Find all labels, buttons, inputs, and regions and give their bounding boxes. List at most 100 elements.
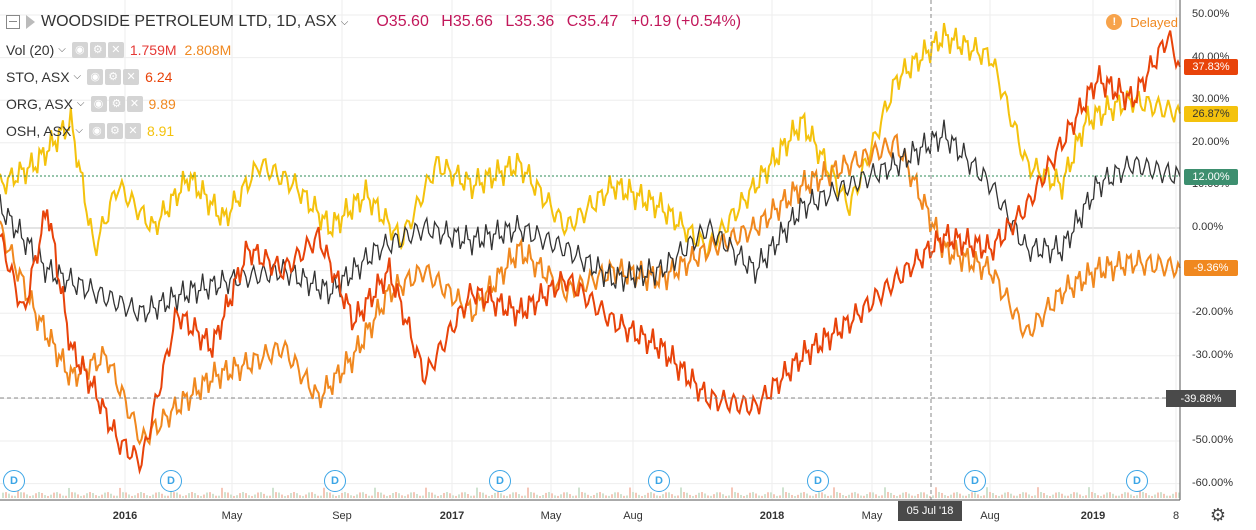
dividend-marker-icon[interactable]: D (807, 470, 829, 492)
legend-row-sto[interactable]: STO, ASX ⌵ ◉ ⚙ ✕ 6.24 (6, 63, 749, 90)
legend-value: 8.91 (146, 122, 175, 139)
volume-bar (1061, 493, 1063, 498)
gear-icon[interactable]: ⚙ (108, 95, 125, 112)
volume-bar (32, 495, 34, 498)
dividend-marker-icon[interactable]: D (160, 470, 182, 492)
volume-bar (602, 493, 604, 498)
legend-label[interactable]: STO, ASX (6, 68, 70, 85)
dividend-marker-icon[interactable]: D (3, 470, 25, 492)
volume-bar (233, 495, 235, 498)
volume-bar (296, 493, 298, 498)
volume-bar (917, 494, 919, 498)
close-icon[interactable]: ✕ (123, 68, 140, 85)
collapse-icon[interactable] (6, 15, 20, 29)
volume-bar (20, 492, 22, 498)
y-tick-label: 20.00% (1192, 135, 1230, 148)
volume-bar (962, 495, 964, 498)
volume-bar (1115, 495, 1117, 498)
volume-bar (593, 494, 595, 498)
volume-bar (152, 494, 154, 498)
volume-bar (1055, 492, 1057, 498)
volume-bar (692, 496, 694, 498)
dividend-marker-icon[interactable]: D (489, 470, 511, 492)
gear-icon[interactable]: ⚙ (105, 68, 122, 85)
volume-bar (23, 492, 25, 498)
volume-bar (86, 493, 88, 498)
volume-bar (134, 495, 136, 498)
dividend-marker-icon[interactable]: D (964, 470, 986, 492)
volume-bar (1121, 493, 1123, 498)
volume-bar (656, 495, 658, 498)
gear-icon[interactable]: ⚙ (89, 41, 106, 58)
legend-value: 2.808M (184, 41, 232, 58)
volume-bar (587, 494, 589, 498)
chart-series (0, 22, 1181, 475)
legend-label[interactable]: ORG, ASX (6, 95, 73, 112)
volume-bar (668, 492, 670, 498)
volume-bar (758, 495, 760, 498)
gear-icon[interactable]: ⚙ (106, 122, 123, 139)
volume-bar (224, 492, 226, 498)
volume-bar (857, 493, 859, 498)
volume-bar (1022, 492, 1024, 498)
volume-bar (947, 495, 949, 498)
y-tick-label: -60.00% (1192, 476, 1233, 489)
legend-value: 9.89 (148, 95, 176, 112)
volume-bar (113, 495, 115, 498)
volume-bar (926, 494, 928, 498)
chevron-down-icon[interactable]: ⌵ (76, 98, 85, 109)
volume-bar (740, 494, 742, 498)
close-icon[interactable]: ✕ (126, 95, 143, 112)
legend-tools: ◉ ⚙ ✕ (87, 68, 140, 85)
legend-label[interactable]: OSH, ASX (6, 122, 72, 139)
legend-row-org[interactable]: ORG, ASX ⌵ ◉ ⚙ ✕ 9.89 (6, 90, 749, 117)
volume-bar (596, 492, 598, 498)
volume-bar (638, 494, 640, 498)
delayed-indicator[interactable]: ! Delayed (1106, 14, 1178, 30)
chevron-down-icon[interactable]: ⌵ (340, 16, 349, 28)
close-icon[interactable]: ✕ (124, 122, 141, 139)
volume-bar (287, 495, 289, 498)
flag-icon[interactable] (26, 15, 35, 29)
volume-bar (911, 495, 913, 498)
y-tick-label: 30.00% (1192, 93, 1230, 106)
chevron-down-icon[interactable]: ⌵ (75, 125, 83, 136)
chevron-down-icon[interactable]: ⌵ (73, 71, 82, 82)
legend-label[interactable]: Vol (20) (6, 41, 55, 58)
legend-row-volume[interactable]: Vol (20) ⌵ ◉ ⚙ ✕ 1.759M 2.808M (6, 36, 749, 63)
volume-bar (701, 492, 703, 498)
eye-icon[interactable]: ◉ (90, 95, 107, 112)
volume-bar (1109, 492, 1111, 498)
chevron-down-icon[interactable]: ⌵ (58, 44, 66, 55)
eye-icon[interactable]: ◉ (88, 122, 105, 139)
volume-bar (275, 492, 277, 498)
volume-bar (1025, 492, 1027, 498)
crosshair-price-label: -39.88% (1166, 390, 1236, 407)
dividend-marker-icon[interactable]: D (1126, 470, 1148, 492)
volume-bar (743, 495, 745, 498)
volume-bar (884, 487, 886, 498)
volume-bar (1127, 492, 1129, 498)
symbol-title[interactable]: WOODSIDE PETROLEUM LTD, 1D, ASX (41, 13, 337, 30)
dividend-marker-icon[interactable]: D (324, 470, 346, 492)
last-value-tag: 26.87% (1184, 105, 1238, 122)
volume-bar (68, 487, 70, 498)
eye-icon[interactable]: ◉ (87, 68, 104, 85)
low-value: L35.36 (505, 13, 555, 30)
volume-bar (200, 495, 202, 498)
volume-bar (125, 492, 127, 498)
volume-bar (965, 495, 967, 498)
x-tick-label: 2016 (112, 510, 138, 522)
volume-bar (44, 495, 46, 498)
settings-gear-icon[interactable]: ⚙ (1209, 505, 1226, 525)
volume-bar (722, 494, 724, 498)
volume-bar (914, 495, 916, 498)
close-icon[interactable]: ✕ (107, 41, 124, 58)
legend-row-osh[interactable]: OSH, ASX ⌵ ◉ ⚙ ✕ 8.91 (6, 117, 749, 144)
volume-bar (446, 492, 448, 498)
eye-icon[interactable]: ◉ (71, 41, 88, 58)
dividend-marker-icon[interactable]: D (648, 470, 670, 492)
volume-bar (896, 495, 898, 498)
volume-bar (797, 494, 799, 498)
